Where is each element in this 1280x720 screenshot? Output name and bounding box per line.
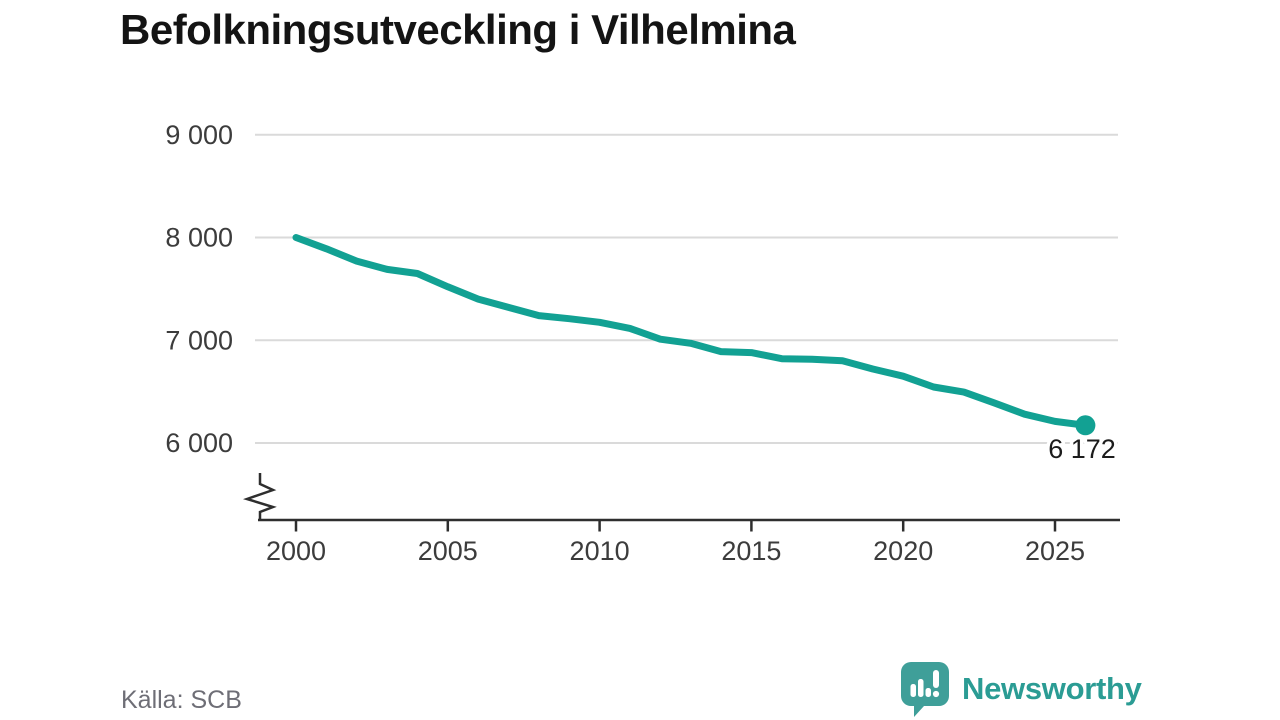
speech-bubble-shape bbox=[901, 662, 949, 717]
newsworthy-wordmark: Newsworthy bbox=[962, 671, 1142, 706]
bar-icon-small bbox=[910, 684, 916, 697]
exclamation-bar-icon bbox=[933, 670, 939, 688]
x-tick-label: 2005 bbox=[418, 536, 478, 566]
newsworthy-brand: Newsworthy bbox=[897, 660, 1142, 718]
y-tick-label: 8 000 bbox=[165, 223, 233, 253]
x-tick-label: 2025 bbox=[1025, 536, 1085, 566]
exclamation-dot-icon bbox=[932, 690, 940, 698]
x-tick-label: 2000 bbox=[266, 536, 326, 566]
x-tick-label: 2015 bbox=[721, 536, 781, 566]
bar-icon-tall bbox=[918, 679, 924, 697]
gridlines bbox=[255, 133, 1118, 444]
y-axis-labels: 9 000 8 000 7 000 6 000 bbox=[165, 120, 233, 458]
x-tick-label: 2010 bbox=[570, 536, 630, 566]
y-axis-break-zigzag-icon bbox=[242, 473, 277, 521]
y-tick-label: 9 000 bbox=[165, 120, 233, 150]
latest-value-label: 6 172 bbox=[1048, 434, 1116, 464]
bar-icon-short bbox=[925, 688, 931, 697]
newsworthy-logo-icon bbox=[901, 662, 949, 717]
latest-point-dot bbox=[1075, 415, 1096, 436]
x-axis-labels: 2000 2005 2010 2015 2020 2025 bbox=[266, 536, 1085, 566]
y-tick-label: 6 000 bbox=[165, 428, 233, 458]
y-tick-label: 7 000 bbox=[165, 325, 233, 355]
x-axis bbox=[242, 473, 1120, 532]
chart-title: Befolkningsutveckling i Vilhelmina bbox=[120, 6, 796, 53]
x-tick-label: 2020 bbox=[873, 536, 933, 566]
population-line bbox=[292, 234, 1089, 429]
source-label: Källa: SCB bbox=[121, 686, 242, 714]
